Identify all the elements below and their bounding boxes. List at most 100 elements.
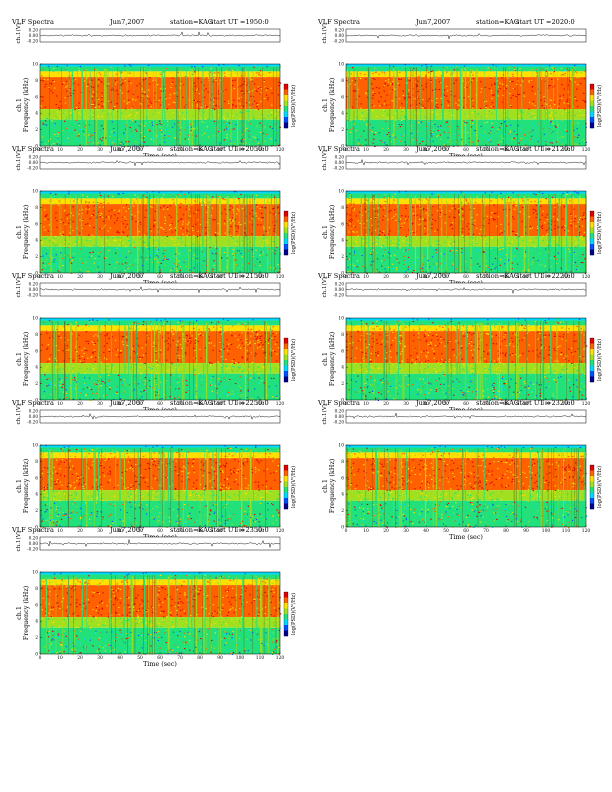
spectrogram-speckle <box>504 111 506 113</box>
spectrogram-speckle <box>457 248 459 250</box>
spectrogram-speckle <box>379 236 381 238</box>
spectrogram-speckle <box>270 138 272 140</box>
spectrogram-speckle <box>134 192 137 194</box>
spectrogram-speckle <box>58 200 60 202</box>
spectrogram-speckle <box>462 218 464 220</box>
spectrogram-streak <box>71 68 74 147</box>
y-tick-label: 10 <box>338 190 344 195</box>
spectrogram-speckle <box>59 101 61 103</box>
spectrogram-speckle <box>215 235 217 237</box>
spectrogram-speckle <box>41 242 43 244</box>
spectrogram-speckle <box>423 220 425 222</box>
spectrogram-speckle <box>124 80 126 82</box>
spectrogram-streak <box>210 195 212 274</box>
spectrogram-speckle <box>552 67 554 69</box>
spectrogram-speckle <box>92 91 94 93</box>
spectrogram-speckle <box>249 106 251 108</box>
spectrogram-speckle <box>260 100 262 102</box>
y-tick-label: 6 <box>341 222 344 227</box>
spectrogram-speckle <box>448 245 451 247</box>
spectrogram-speckle <box>162 397 164 399</box>
spectrogram-speckle <box>510 106 513 108</box>
spectrogram-speckle <box>252 319 254 321</box>
spectrogram-speckle <box>520 138 522 140</box>
spectrogram-speckle <box>130 357 132 359</box>
spectrogram-speckle <box>228 380 230 382</box>
spectrogram-speckle <box>403 264 405 266</box>
spectrogram-speckle <box>193 363 196 365</box>
spectrogram-speckle <box>544 216 547 218</box>
x-tick-label: 0 <box>345 275 348 280</box>
spectrogram-speckle <box>90 140 92 142</box>
spectrogram-speckle <box>241 92 244 94</box>
spectrogram-speckle <box>465 193 467 195</box>
spectrogram-speckle <box>60 381 62 383</box>
spectrogram-speckle <box>260 212 263 214</box>
spectrogram-speckle <box>404 246 407 248</box>
spectrogram-speckle <box>575 195 577 197</box>
spectrogram-speckle <box>355 90 357 92</box>
spectrogram-speckle <box>234 383 237 385</box>
spectrogram-speckle <box>261 366 264 368</box>
spectrogram-speckle <box>81 262 83 264</box>
spectrogram-speckle <box>92 86 95 88</box>
spectrogram-speckle <box>41 254 44 256</box>
spectrogram-speckle <box>278 212 280 214</box>
spectrogram-speckle <box>87 142 89 144</box>
spectrogram-speckle <box>242 83 245 85</box>
spectrogram-speckle <box>537 260 539 261</box>
spectrogram-speckle <box>205 130 207 132</box>
spectrogram-speckle <box>451 114 453 116</box>
spectrogram-speckle <box>483 252 485 254</box>
spectrogram-speckle <box>178 337 181 339</box>
spectrogram-speckle <box>136 130 138 132</box>
spectrogram-speckle <box>108 111 110 113</box>
spectrogram-speckle <box>419 218 421 220</box>
spectrogram-speckle <box>177 349 179 351</box>
spectrogram-speckle <box>476 196 479 198</box>
spectrogram-streak <box>105 68 107 147</box>
spectrogram-speckle <box>354 127 356 129</box>
spectrogram-speckle <box>200 203 202 205</box>
spectrogram-speckle <box>416 85 418 87</box>
spectrogram-speckle <box>185 132 187 134</box>
spectrogram-speckle <box>436 98 438 100</box>
spectrogram-streak <box>464 68 467 147</box>
spectrogram-speckle <box>107 195 110 197</box>
spectrogram-streak <box>208 195 210 274</box>
spectrogram-speckle <box>494 268 496 270</box>
spectrogram-speckle <box>259 122 261 124</box>
spectrogram-speckle <box>108 218 111 220</box>
spectrogram-speckle <box>140 256 142 258</box>
spectrogram-speckle <box>62 109 65 111</box>
spectrogram-speckle <box>453 199 456 201</box>
spectrogram-speckle <box>376 242 378 244</box>
spectrogram-speckle <box>135 99 137 101</box>
spectrogram-speckle <box>365 92 367 94</box>
start-value: 1950:0 <box>245 18 269 26</box>
spectrogram-speckle <box>115 389 118 391</box>
spectrogram-speckle <box>66 345 68 347</box>
spectrogram-speckle <box>195 135 197 137</box>
spectrogram-speckle <box>575 215 577 217</box>
spectrogram-streak <box>349 68 351 147</box>
spectrogram-speckle <box>145 78 147 80</box>
spectrogram-speckle <box>550 220 553 222</box>
spectrogram-speckle <box>154 79 157 81</box>
spectrogram-speckle <box>257 71 259 73</box>
spectrogram-streak <box>202 68 204 147</box>
spectrogram-speckle <box>145 259 147 261</box>
spectrogram-speckle <box>372 127 374 129</box>
spectrogram-speckle <box>164 264 167 266</box>
spectrogram-speckle <box>239 72 242 74</box>
spectrogram-streak <box>107 68 109 147</box>
spectrogram-speckle <box>116 103 118 105</box>
spectrogram-speckle <box>234 259 236 261</box>
spectrogram-speckle <box>78 123 80 125</box>
spectrogram-speckle <box>470 257 472 259</box>
spectrogram-speckle <box>384 82 387 84</box>
spectrogram-speckle <box>277 394 280 396</box>
spectrogram-speckle <box>543 139 545 141</box>
spectrogram-speckle <box>94 68 96 70</box>
spectrogram-speckle <box>425 86 427 88</box>
